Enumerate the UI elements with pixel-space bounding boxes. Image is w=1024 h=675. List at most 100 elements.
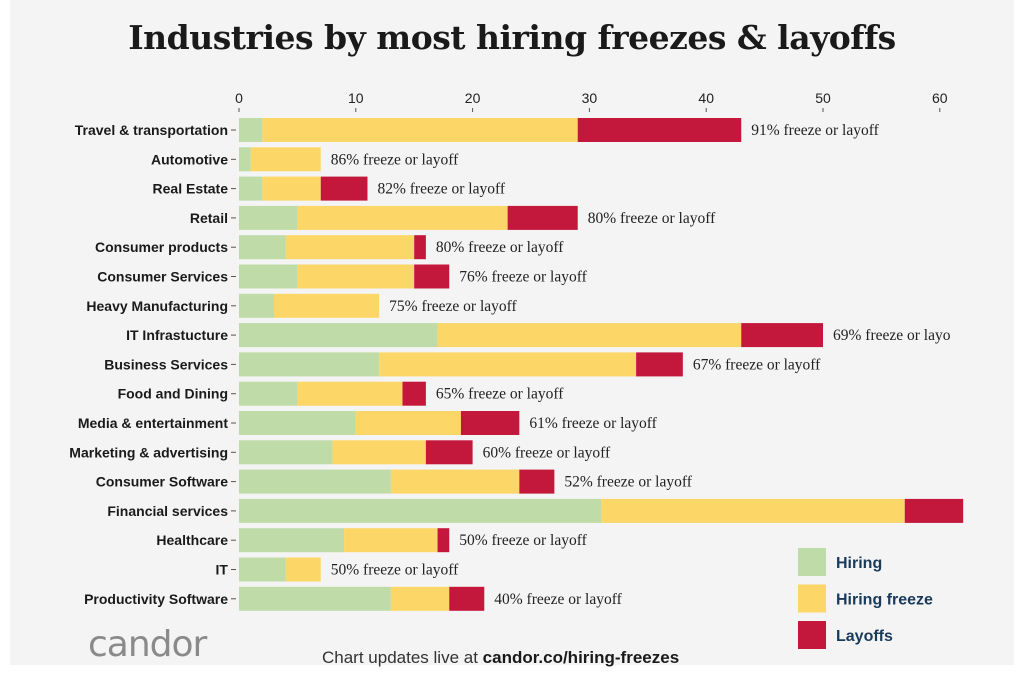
legend-swatch-hiring	[798, 548, 826, 576]
bar-layoffs	[636, 352, 683, 377]
bar-layoffs	[519, 469, 555, 494]
bar-layoffs	[449, 586, 485, 611]
category-label: Business Services	[104, 356, 228, 372]
legend-label: Hiring freeze	[836, 592, 933, 609]
bar-hiring	[239, 118, 263, 142]
x-tick-label: 20	[465, 90, 481, 106]
data-label: 80% freeze or layoff	[436, 239, 564, 256]
bar-layoffs	[402, 381, 426, 406]
x-tick-label: 50	[815, 90, 831, 106]
bar-layoffs	[904, 498, 964, 523]
data-label: 67% freeze or layoff	[693, 356, 821, 373]
data-label: 40% freeze or layoff	[494, 591, 622, 608]
bar-hiring-freeze	[379, 352, 637, 377]
bar-hiring-freeze	[355, 411, 461, 435]
category-label: Financial services	[107, 503, 228, 519]
data-label: 80% freeze or layoff	[588, 210, 716, 227]
bar-layoffs	[577, 118, 742, 142]
legend-swatch-layoffs	[798, 621, 826, 649]
data-label: 52% freeze or layoff	[564, 474, 692, 491]
bar-layoffs	[425, 440, 473, 465]
category-label: Retail	[190, 210, 228, 226]
x-tick-label: 40	[698, 90, 714, 106]
category-label: IT	[216, 562, 229, 578]
category-label: IT Infrastucture	[126, 327, 228, 343]
bar-layoffs	[460, 411, 520, 435]
bar-hiring	[239, 440, 333, 465]
bar-hiring-freeze	[285, 235, 415, 260]
bar-hiring-freeze	[390, 469, 520, 494]
data-label: 86% freeze or layoff	[331, 151, 459, 168]
bar-layoffs	[741, 323, 823, 348]
bar-hiring	[239, 264, 298, 289]
x-tick-label: 30	[582, 90, 598, 106]
footer-prefix: Chart updates live at	[322, 648, 483, 667]
category-label: Consumer Software	[96, 474, 228, 490]
data-label: 50% freeze or layoff	[459, 532, 587, 549]
bar-hiring-freeze	[297, 264, 415, 289]
bar-hiring	[239, 557, 286, 582]
data-label: 76% freeze or layoff	[459, 269, 587, 286]
x-tick-label: 0	[235, 90, 243, 106]
footer-note: Chart updates live at candor.co/hiring-f…	[322, 648, 679, 668]
data-label: 60% freeze or layoff	[483, 444, 611, 461]
category-label: Real Estate	[153, 181, 229, 197]
bar-hiring-freeze	[332, 440, 426, 465]
bar-hiring	[239, 293, 275, 318]
data-label: 61% freeze or layoff	[529, 415, 657, 432]
data-label: 65% freeze or layoff	[436, 386, 564, 403]
candor-logo: candor	[88, 624, 207, 665]
data-label: 50% freeze or layoff	[331, 562, 459, 579]
bar-hiring-freeze	[250, 147, 321, 172]
bar-layoffs	[320, 176, 368, 201]
bar-hiring-freeze	[285, 557, 321, 582]
bar-layoffs	[507, 205, 578, 230]
bar-layoffs	[414, 264, 450, 289]
data-label: 91% freeze or layoff	[751, 122, 879, 139]
bar-hiring-freeze	[262, 118, 578, 142]
bar-layoffs	[414, 235, 426, 260]
category-label: Consumer products	[95, 239, 228, 255]
category-label: Productivity Software	[84, 591, 228, 607]
x-tick-label: 10	[348, 90, 364, 106]
chart-title: Industries by most hiring freezes & layo…	[128, 18, 896, 57]
data-label: 69% freeze or layo	[833, 327, 951, 344]
category-label: Consumer Services	[97, 269, 228, 285]
data-label: 75% freeze or layoff	[389, 298, 517, 315]
legend-swatch-hiring-freeze	[798, 584, 826, 613]
category-label: Food and Dining	[118, 386, 228, 402]
bar-hiring	[239, 411, 356, 435]
category-label: Media & entertainment	[78, 415, 228, 431]
legend-label: Layoffs	[836, 628, 893, 645]
bar-hiring	[239, 323, 438, 348]
bar-hiring	[239, 469, 391, 494]
bar-hiring-freeze	[437, 323, 742, 348]
bar-hiring-freeze	[390, 586, 450, 611]
category-label: Automotive	[151, 151, 228, 167]
bar-hiring	[239, 147, 251, 172]
bar-hiring	[239, 498, 602, 523]
category-label: Travel & transportation	[75, 122, 228, 138]
x-tick-label: 60	[932, 90, 948, 106]
bar-hiring-freeze	[601, 498, 905, 523]
category-label: Marketing & advertising	[69, 444, 228, 460]
bar-hiring-freeze	[344, 528, 438, 553]
bar-hiring-freeze	[297, 381, 403, 406]
bar-hiring-freeze	[262, 176, 321, 201]
bar-hiring-freeze	[297, 205, 508, 230]
bar-hiring-freeze	[274, 293, 380, 318]
category-label: Heavy Manufacturing	[86, 298, 228, 314]
data-label: 82% freeze or layoff	[377, 181, 505, 198]
bar-hiring	[239, 352, 380, 377]
bar-hiring	[239, 205, 298, 230]
footer-link[interactable]: candor.co/hiring-freezes	[482, 648, 680, 667]
bar-hiring	[239, 381, 298, 406]
bar-hiring	[239, 586, 391, 611]
legend-label: Hiring	[836, 555, 882, 572]
bar-hiring	[239, 176, 263, 201]
bar-hiring	[239, 528, 345, 553]
category-label: Healthcare	[156, 532, 228, 548]
bar-layoffs	[437, 528, 450, 553]
